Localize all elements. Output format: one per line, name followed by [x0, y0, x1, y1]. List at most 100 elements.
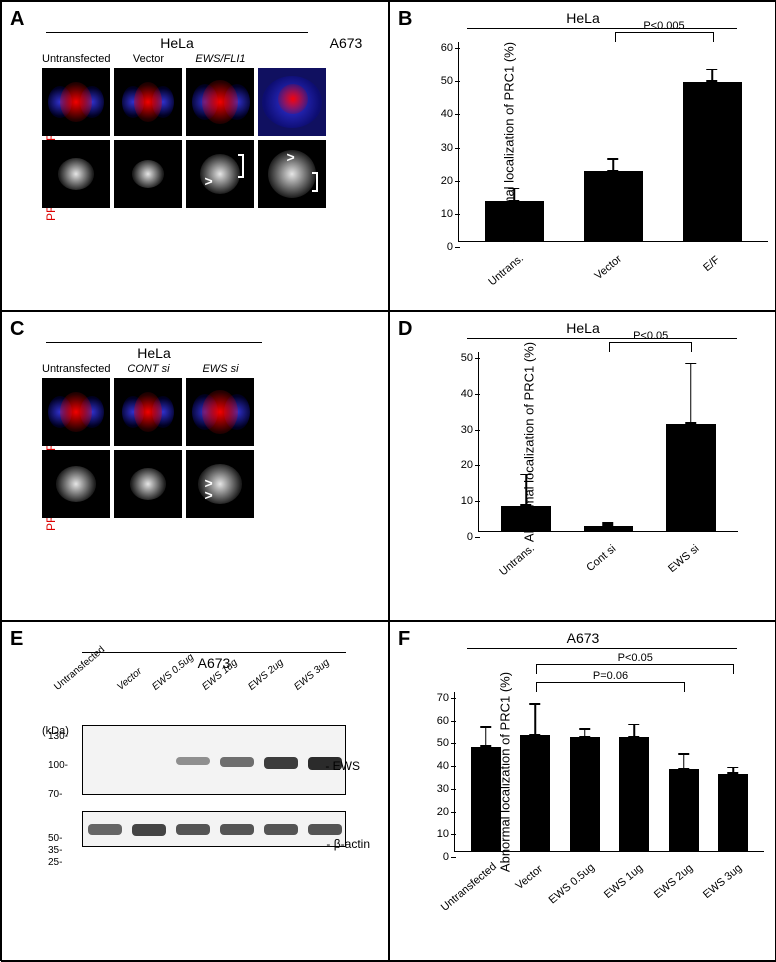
bar — [584, 526, 633, 531]
bar-wrap: Vector — [564, 42, 663, 241]
bar — [485, 201, 544, 241]
chartF: Abnormal localization of PRC1 (%) 010203… — [454, 692, 764, 852]
pvalue-text: P<0.05 — [618, 652, 653, 664]
chartF-title: A673 — [567, 630, 600, 646]
chartF-bars: UntransfectedVectorEWS 0.5ugEWS 1ugEWS 2… — [455, 692, 764, 851]
y-tick: 0 — [447, 241, 459, 253]
kda-marker: 50- — [48, 833, 62, 844]
blot-band — [308, 824, 341, 836]
hela-bar — [46, 32, 308, 33]
blot-band — [264, 757, 297, 770]
y-tick: 10 — [437, 828, 455, 840]
y-tick: 60 — [441, 42, 459, 54]
bar — [718, 774, 748, 851]
y-tick: 60 — [437, 715, 455, 727]
y-tick: 40 — [461, 388, 479, 400]
blot-band — [220, 824, 253, 836]
blot-band — [176, 757, 209, 766]
panel-C-label: C — [10, 318, 24, 341]
bar-label: Cont si — [585, 543, 619, 574]
colA-3-label: EWS/FLI1 — [195, 53, 245, 65]
y-tick: 50 — [461, 352, 479, 364]
bar-label: EWS 2ug — [652, 862, 695, 901]
bar — [683, 82, 742, 241]
y-tick: 10 — [441, 208, 459, 220]
pvalue-text: P<0.05 — [633, 330, 668, 342]
imgC-1-top — [42, 378, 110, 446]
a673-title-e: A673 — [82, 655, 346, 671]
panel-A: A HeLa A673 PRC1 DAPI PRC1 Untrans — [1, 1, 389, 311]
blot-band — [220, 757, 253, 767]
bar-label: EWS 0.5ug — [546, 861, 596, 906]
panel-B-label: B — [398, 8, 412, 31]
y-tick: 20 — [441, 175, 459, 187]
chartF-bar — [467, 648, 737, 649]
bar-wrap: EWS 0.5ug — [560, 692, 610, 851]
bar-wrap: E/F — [663, 42, 762, 241]
blot-band — [132, 824, 165, 836]
bar-label: EWS 1ug — [602, 862, 645, 901]
actin-label: - β-actin — [326, 837, 370, 851]
bar-wrap: EWS 1ug — [610, 692, 660, 851]
colA-1-label: Untransfected — [42, 53, 110, 65]
colC-1: Untransfected — [42, 363, 110, 522]
y-tick: 50 — [437, 737, 455, 749]
chartB-bars: Untrans.VectorE/F — [459, 42, 768, 241]
chartD-bars: Untrans.Cont siEWS si — [479, 352, 738, 531]
imgC-2-top — [114, 378, 182, 446]
colA-3: EWS/FLI1 > — [186, 53, 254, 212]
y-tick: 0 — [467, 531, 479, 543]
error-bar — [712, 69, 714, 82]
error-bar — [525, 474, 527, 506]
imgA-1-top — [42, 68, 110, 136]
chartF-yticks: 010203040506070 — [421, 692, 455, 851]
a673-title: A673 — [312, 35, 380, 51]
blot-lane-labels: UntransfectedVectorEWS 0.5ugEWS 1ugEWS 2… — [82, 675, 380, 725]
error-bar — [584, 728, 586, 737]
y-tick: 10 — [461, 495, 479, 507]
kda-marker: 35- — [48, 845, 62, 856]
ews-label: - EWS — [325, 759, 360, 773]
bar-label: E/F — [701, 254, 722, 274]
bar-wrap: Cont si — [567, 352, 649, 531]
panel-C: C HeLa PRC1 DAPI PRC1 Untransfected — [1, 311, 389, 621]
y-tick: 40 — [441, 108, 459, 120]
imgA-3-top — [186, 68, 254, 136]
chartB: Abnormal localization of PRC1 (%) 010203… — [458, 42, 768, 242]
a673-bar-e — [82, 652, 346, 653]
y-tick: 40 — [437, 760, 455, 772]
pvalue-bracket — [609, 342, 691, 352]
bar-wrap: EWS si — [650, 352, 732, 531]
bar — [520, 735, 550, 851]
bar-wrap: EWS 2ug — [659, 692, 709, 851]
imgC-3-bot: > > — [186, 450, 254, 518]
bar — [666, 424, 715, 531]
hela-bar-c — [46, 342, 262, 343]
error-bar — [690, 363, 692, 424]
error-bar — [485, 726, 487, 746]
colC-2: CONT si — [114, 363, 182, 522]
bar-label: EWS si — [666, 543, 701, 575]
imgA-4-bot: > — [258, 140, 326, 208]
kda-marker: 100- — [48, 760, 68, 771]
bar — [501, 506, 550, 531]
panel-F: F A673 Abnormal localization of PRC1 (%)… — [389, 621, 776, 962]
bar — [669, 769, 699, 851]
bar-label: Vector — [514, 863, 546, 892]
bar-label: Untrans. — [486, 252, 526, 288]
y-tick: 20 — [437, 806, 455, 818]
error-bar — [634, 724, 636, 738]
bar-label: EWS 3ug — [701, 862, 744, 901]
y-tick: 70 — [437, 692, 455, 704]
y-tick: 30 — [461, 424, 479, 436]
bar-wrap: Untransfected — [461, 692, 511, 851]
colC-3: EWS si > > — [186, 363, 254, 522]
imgC-1-bot — [42, 450, 110, 518]
colC-3-label: EWS si — [202, 363, 238, 375]
error-bar — [613, 158, 615, 171]
chartD-title: HeLa — [566, 320, 599, 336]
chartD-yticks: 01020304050 — [445, 352, 479, 531]
bar-wrap: Vector — [511, 692, 561, 851]
kda-marker: 130- — [48, 731, 68, 742]
error-bar — [683, 753, 685, 769]
